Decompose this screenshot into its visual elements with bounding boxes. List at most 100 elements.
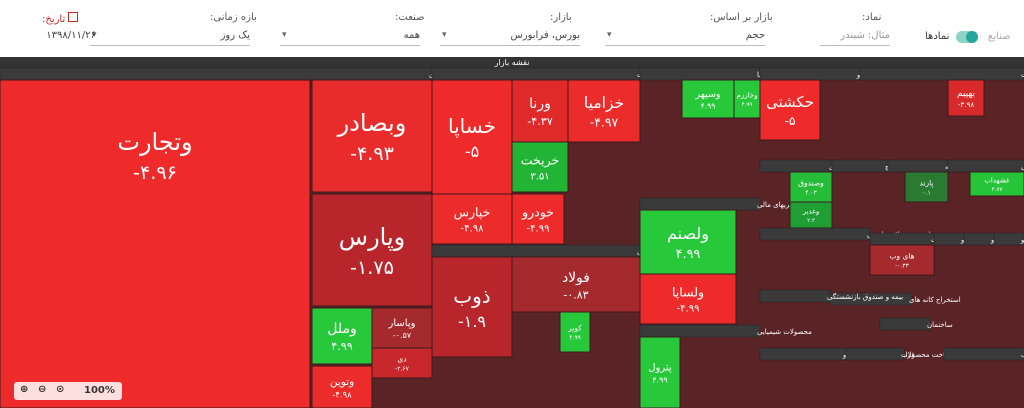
tile — [371, 347, 433, 379]
tile-name: دی — [397, 355, 406, 364]
sector-header — [759, 227, 871, 241]
tile — [511, 141, 569, 193]
tile-name: غشهداب — [984, 177, 1010, 185]
tile — [431, 79, 513, 195]
map-title: نقشه بازار — [494, 58, 530, 67]
tile-change: ۳.۵۱ — [530, 172, 549, 183]
tile-name: خزامیا — [584, 94, 624, 112]
tile-change: -۴.۹۸ — [461, 224, 485, 235]
toggle-knob — [966, 31, 978, 43]
map-title-bar — [0, 57, 1024, 68]
sector-header — [933, 232, 965, 246]
date-icon — [68, 12, 79, 22]
period-label: بازه زمانی: — [210, 12, 257, 23]
toggle-switch[interactable] — [956, 31, 978, 43]
tile — [431, 193, 513, 245]
sector-label: محصولات غذایی — [1021, 163, 1024, 171]
sector-header — [759, 289, 831, 303]
sector-header — [947, 159, 1024, 173]
tile — [567, 79, 641, 143]
zoom-in[interactable]: ⊕ — [20, 384, 29, 395]
sector-header — [431, 67, 641, 81]
tile-change: -۱.۹ — [458, 312, 486, 331]
tile-change: -۴.۹۷ — [590, 115, 619, 130]
tile-name: های وب — [889, 252, 914, 261]
sector-header — [963, 232, 995, 246]
tile — [789, 201, 833, 229]
sector-header — [943, 347, 1024, 361]
tile — [681, 79, 735, 119]
tile-change: -۱.۷۵ — [350, 256, 394, 279]
tile-change: -۰.۵۷ — [393, 331, 412, 340]
tile — [869, 244, 935, 276]
sector-header — [759, 67, 861, 81]
tile — [431, 256, 513, 358]
tile-change: -۵ — [465, 142, 479, 161]
tile-change: -۴.۹۹ — [677, 304, 700, 315]
tile-change: -۵ — [785, 114, 796, 128]
tile — [947, 79, 985, 117]
treemap: نقشه بازار بانکها و موسسات اعتباریوتجارت… — [0, 57, 1024, 408]
tile-name: ولساپا — [672, 285, 704, 301]
zoom-reset[interactable]: ⊙ — [56, 384, 65, 395]
tile-change: ۴.۹۹ — [331, 340, 353, 353]
tile-change: ۴.۹۹ — [742, 102, 753, 108]
tile-name: ذوب — [453, 284, 490, 308]
tile-name: وملل — [327, 321, 357, 337]
sector-label: هتل و — [1020, 236, 1024, 244]
sector-header — [879, 317, 931, 331]
tile-name: ورنا — [529, 96, 551, 112]
sector-header — [845, 347, 905, 361]
industry-select[interactable]: همه — [280, 30, 420, 46]
tile-change: -۴.۳۷ — [527, 115, 553, 128]
toggle-off[interactable]: صنایع — [988, 31, 1011, 42]
tile-name: وپارس — [339, 223, 405, 251]
tile-name: کویر — [567, 324, 582, 333]
sector-header — [993, 232, 1024, 246]
tile-name: حکشتی — [766, 93, 814, 111]
sector-header — [831, 159, 889, 173]
tile-name: وپاسار — [388, 318, 416, 329]
tile-change: ۴.۷۷ — [992, 187, 1003, 193]
tile — [904, 171, 949, 203]
zoom-out[interactable]: ⊖ — [38, 384, 47, 395]
tile-name: وتوین — [330, 376, 354, 388]
basis-select[interactable]: حجم — [605, 30, 765, 46]
tile-name: بهپیم — [957, 89, 975, 99]
tile — [311, 193, 433, 307]
tile-change: -۴.۹۶ — [133, 161, 177, 184]
tile-change: -۲.۶۷ — [395, 366, 410, 373]
sector-label: ساخت محصولات — [901, 351, 951, 359]
tile-change: ۴.۹۹ — [676, 247, 701, 262]
sector-label: عرضه برق، گاز، بخاراب انبوه سازی، املاک … — [1021, 70, 1024, 79]
tile-change: -۴.۹۸ — [332, 390, 352, 400]
date-label-text: تاریخ: — [42, 14, 66, 25]
sector-header — [759, 347, 847, 361]
tile — [733, 79, 761, 119]
tile-name: خساپا — [448, 114, 496, 139]
tile-name: خودرو — [521, 205, 554, 221]
tile-name: وخارزم — [737, 92, 758, 100]
date-input[interactable]: ۱۳۹۸/۱۱/۲۶ — [46, 30, 96, 41]
sector-label: بیمه و صندوق بازنشستگی — [827, 292, 903, 301]
sector-header — [431, 244, 641, 258]
tile — [311, 79, 433, 193]
tile-name: وتجارت — [117, 128, 192, 156]
tile — [0, 79, 311, 408]
market-select[interactable]: بورس، فرابورس — [440, 30, 580, 46]
zoom-level: 100% — [84, 385, 115, 396]
tile — [969, 171, 1024, 197]
industry-label: صنعت: — [395, 12, 425, 23]
sector-header — [639, 197, 761, 211]
tile-change: ۴.۰۳ — [805, 190, 817, 197]
tile-change: -۴.۹۹ — [527, 224, 550, 235]
tile-change: -۴.۹۳ — [350, 142, 394, 165]
sector-header — [859, 67, 1024, 81]
symbol-input[interactable]: مثال: شبندر — [820, 30, 890, 46]
tile-name: فولاد — [562, 270, 590, 286]
period-select[interactable]: یک روز — [90, 30, 250, 46]
sector-label: ساختمان — [927, 321, 953, 329]
toggle-on[interactable]: نمادها — [925, 31, 950, 42]
sector-header — [639, 67, 761, 81]
